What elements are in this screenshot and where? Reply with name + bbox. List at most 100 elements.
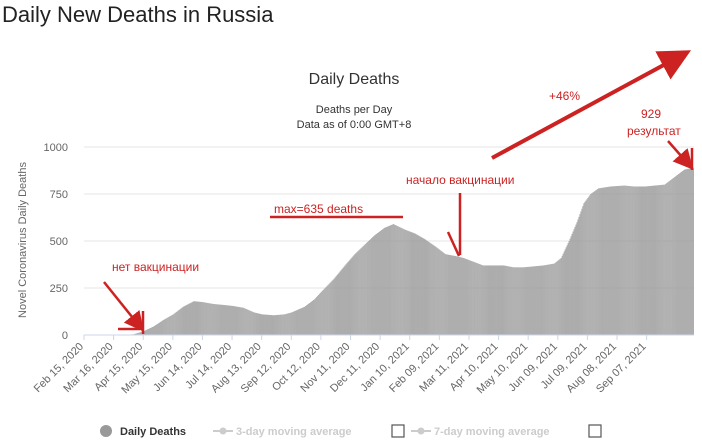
bar: [407, 230, 409, 335]
bar: [237, 306, 239, 335]
annotation-result-arrow: [667, 140, 694, 170]
legend-item-7day-average[interactable]: 7-day moving average: [411, 424, 602, 438]
legend-item-3day-average[interactable]: 3-day moving average: [213, 424, 405, 438]
bar: [532, 266, 533, 335]
bar: [683, 170, 684, 335]
bar: [192, 301, 194, 335]
bar: [620, 185, 622, 335]
chart-title: Daily Deaths: [309, 71, 400, 88]
bar: [506, 266, 508, 335]
bar: [673, 177, 675, 335]
bar: [257, 313, 259, 335]
bar: [360, 248, 362, 335]
bar: [195, 301, 197, 335]
bar: [628, 186, 630, 335]
bar: [409, 231, 411, 335]
legend-item-daily-deaths[interactable]: Daily Deaths: [100, 425, 186, 438]
bar: [675, 176, 677, 335]
bar: [208, 303, 210, 335]
bar: [354, 254, 356, 335]
bar: [585, 200, 587, 335]
bar: [640, 186, 642, 335]
bar: [408, 231, 410, 335]
bar: [463, 257, 464, 335]
bar: [213, 303, 215, 335]
bar: [318, 293, 320, 335]
bar: [203, 302, 205, 335]
bar: [658, 185, 660, 335]
bar: [215, 304, 217, 335]
bar: [655, 185, 657, 335]
bar: [335, 276, 337, 335]
bar: [654, 185, 656, 335]
bar: [169, 316, 171, 335]
annotation-growth: +46%: [549, 89, 580, 103]
bar: [679, 173, 680, 335]
bar: [204, 302, 206, 335]
bar: [254, 312, 256, 335]
bar: [438, 248, 440, 335]
bar: [667, 182, 669, 335]
bar: [533, 266, 534, 335]
bar: [486, 265, 488, 335]
legend-checkbox-3day[interactable]: [391, 424, 405, 438]
y-tick-label: 1000: [44, 142, 68, 154]
bar: [665, 183, 667, 335]
bar: [461, 257, 462, 335]
bar: [685, 169, 686, 335]
bar: [178, 309, 180, 335]
bar: [421, 237, 423, 335]
bar: [479, 264, 481, 335]
bar: [326, 285, 328, 335]
bar: [340, 270, 342, 335]
bar: [522, 267, 524, 335]
bar: [549, 264, 551, 335]
bar: [473, 262, 475, 335]
y-axis-label: Novel Coronavirus Daily Deaths: [17, 162, 29, 318]
bar: [313, 299, 315, 335]
bar: [336, 275, 338, 335]
bar: [488, 265, 490, 335]
bar: [299, 308, 300, 335]
bar: [352, 256, 354, 335]
bar: [466, 259, 468, 335]
bar: [681, 171, 682, 335]
bar: [232, 305, 233, 335]
bar: [480, 264, 482, 335]
bar: [275, 315, 277, 335]
bar: [135, 333, 137, 335]
bar: [458, 256, 459, 335]
bar: [434, 245, 436, 335]
bar: [369, 240, 371, 335]
bar: [389, 225, 390, 335]
bar: [474, 262, 476, 335]
y-axis-ticks: 0 250 500 750 1000: [44, 142, 68, 342]
chart-subtitle: Deaths per Day: [316, 104, 393, 116]
bar: [214, 304, 216, 335]
bar: [548, 264, 550, 335]
bar: [285, 314, 287, 335]
bar: [295, 310, 297, 335]
bar: [302, 307, 303, 335]
bar: [638, 186, 640, 335]
bar: [411, 232, 413, 335]
bar: [177, 310, 179, 335]
bar: [514, 267, 516, 335]
legend-checkbox-7day[interactable]: [588, 424, 602, 438]
bar: [333, 278, 335, 335]
bar: [349, 259, 351, 335]
bar: [645, 186, 647, 335]
bar: [186, 304, 188, 335]
bar: [674, 177, 676, 335]
annotation-max: max=635 deaths: [274, 202, 363, 216]
bar: [289, 312, 291, 335]
bar: [630, 186, 632, 335]
bar: [470, 260, 472, 335]
bar: [168, 316, 170, 335]
bar: [500, 265, 502, 335]
bar: [139, 332, 141, 335]
bar: [518, 267, 520, 335]
bar: [618, 185, 620, 335]
bar: [314, 298, 316, 335]
bar: [576, 222, 578, 335]
